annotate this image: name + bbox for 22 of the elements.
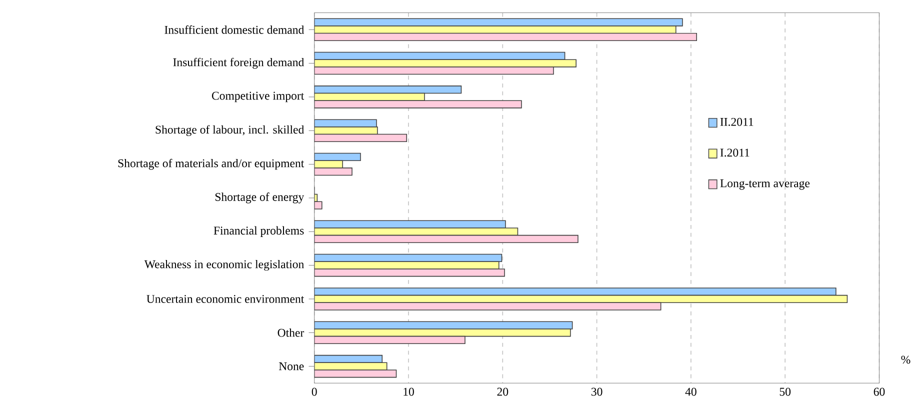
- legend-label: II.2011: [720, 118, 754, 126]
- x-tick-label: 0: [312, 388, 317, 396]
- x-tick-label: 10: [404, 388, 414, 396]
- legend-label: I.2011: [720, 148, 750, 157]
- y-tick-label: Financial problems: [214, 226, 304, 238]
- y-tick-label: None: [278, 362, 304, 370]
- x-tick-label: 40: [685, 388, 696, 396]
- x-tick-label: 20: [497, 388, 508, 396]
- x-tick-label: 50: [780, 388, 791, 396]
- y-tick-label: Competitive import: [212, 92, 304, 102]
- y-tick-label: Insufficient foreign demand: [173, 58, 304, 69]
- y-tick-label: Insufficient domestic demand: [164, 26, 304, 34]
- y-tick-label: Uncertain economic environment: [146, 295, 304, 304]
- y-tick-label: Shortage of energy: [215, 192, 304, 204]
- y-tick-label: Shortage of materials and/or equipment: [118, 159, 304, 170]
- y-tick-label: Weakness in economic legislation: [144, 260, 304, 271]
- legend-label: Long-term average: [720, 180, 810, 190]
- x-tick-label: 30: [591, 388, 602, 396]
- y-tick-label: Shortage of labour, incl. skilled: [156, 125, 304, 136]
- x-axis-title: %: [901, 356, 910, 364]
- y-tick-label: Other: [278, 328, 304, 338]
- x-tick-label: 60: [874, 388, 885, 396]
